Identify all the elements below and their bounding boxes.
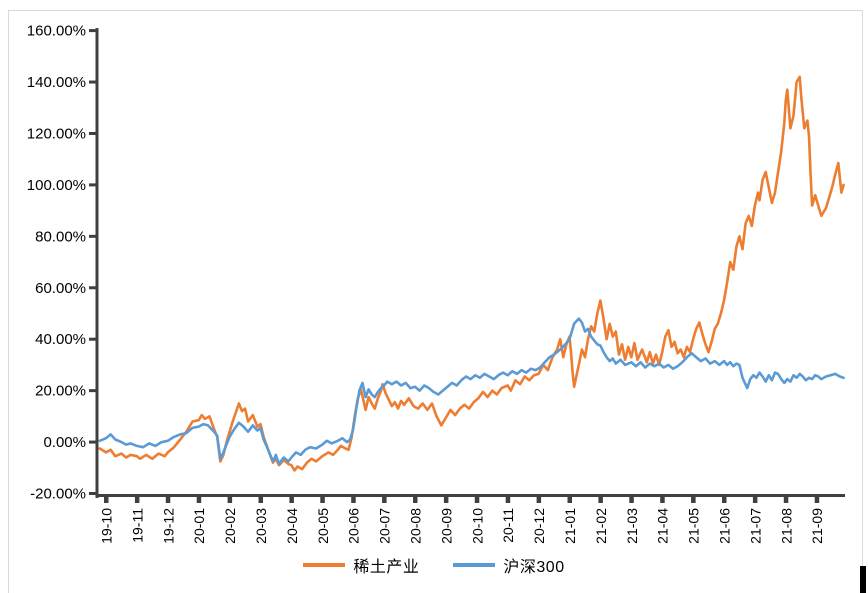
x-tick-label: 20-10 [469, 508, 485, 544]
y-tick-mark [89, 234, 97, 238]
y-tick-label: 0.00% [43, 434, 86, 451]
x-tick-label: 19-11 [129, 508, 145, 543]
x-tick-mark [134, 497, 140, 503]
x-tick-mark [722, 497, 727, 503]
x-tick-mark [536, 497, 542, 503]
cursor-artifact [860, 566, 866, 593]
x-tick-mark [814, 497, 820, 503]
y-tick-label: 140.00% [27, 74, 86, 91]
x-tick-label: 20-03 [253, 508, 269, 544]
x-tick-label: 20-06 [346, 508, 362, 544]
legend-item-csi300: 沪深300 [453, 553, 564, 577]
y-tick-mark [89, 337, 97, 341]
y-axis-line [95, 28, 99, 498]
plot-series [98, 75, 845, 472]
y-tick-label: -20.00% [30, 486, 86, 503]
x-tick-mark [474, 497, 480, 503]
x-tick-mark [783, 497, 789, 503]
x-tick-label: 19-12 [160, 508, 176, 544]
x-tick-label: 20-05 [315, 508, 331, 544]
y-tick-label: 120.00% [27, 125, 86, 142]
legend-label-rare-earth: 稀土产业 [353, 559, 420, 576]
x-tick-mark [104, 497, 109, 503]
y-tick-label: 60.00% [35, 280, 86, 297]
y-tick-mark [89, 183, 97, 187]
x-axis-line [95, 494, 845, 497]
x-tick-mark [165, 497, 171, 503]
y-tick-mark [89, 440, 97, 444]
x-tick-label: 21-04 [655, 508, 671, 544]
y-tick-mark [89, 80, 97, 84]
x-tick-mark [660, 497, 665, 503]
y-tick-label: 160.00% [27, 23, 86, 40]
x-tick-mark [382, 497, 387, 503]
x-tick-label: 20-07 [377, 508, 393, 544]
y-tick-mark [89, 286, 97, 290]
x-tick-mark [320, 497, 325, 503]
legend-line-swatch-blue [453, 563, 496, 567]
y-tick-mark [89, 29, 97, 33]
x-tick-label: 20-12 [531, 508, 547, 544]
x-tick-mark [505, 497, 511, 503]
x-tick-label: 20-02 [222, 508, 238, 544]
x-tick-mark [289, 497, 294, 503]
x-tick-label: 20-04 [284, 508, 300, 544]
y-tick-label: 20.00% [35, 383, 86, 400]
x-tick-label: 21-05 [686, 508, 702, 544]
y-tick-label: 100.00% [27, 177, 86, 194]
legend-item-rare-earth: 稀土产业 [303, 553, 419, 577]
x-tick-mark [258, 497, 263, 503]
x-tick-mark [598, 497, 603, 503]
x-tick-mark [752, 497, 758, 503]
x-tick-label: 20-09 [438, 508, 454, 544]
x-tick-mark [351, 497, 356, 503]
y-tick-mark [89, 492, 97, 495]
x-tick-label: 21-07 [747, 508, 763, 544]
x-tick-mark [443, 497, 449, 503]
x-tick-label: 21-03 [624, 508, 640, 544]
y-tick-label: 40.00% [35, 331, 86, 348]
x-tick-mark [567, 497, 572, 503]
y-tick-mark [89, 389, 97, 393]
x-tick-label: 20-08 [408, 508, 424, 544]
x-tick-label: 21-01 [562, 508, 578, 544]
y-tick-mark [89, 131, 97, 135]
chart-legend: 稀土产业 沪深300 [0, 553, 868, 577]
x-tick-label: 21-02 [593, 508, 609, 544]
x-tick-label: 20-11 [500, 508, 516, 543]
x-tick-label: 19-10 [99, 508, 115, 544]
x-tick-label: 20-01 [191, 508, 207, 544]
series-line-csi300 [98, 317, 845, 466]
legend-line-swatch-orange [303, 563, 346, 567]
legend-label-csi300: 沪深300 [503, 559, 565, 576]
axis-labels: 160.00% 140.00% 120.00% 100.00% 80.00% 60.00%… [27, 23, 825, 544]
x-tick-mark [413, 497, 418, 503]
axes [89, 28, 845, 503]
x-tick-mark [196, 497, 202, 503]
x-tick-mark [691, 497, 696, 503]
x-tick-label: 21-08 [778, 508, 794, 544]
y-tick-label: 80.00% [35, 228, 86, 245]
series-line-rare-earth [98, 75, 845, 472]
x-tick-label: 21-06 [717, 508, 733, 544]
x-tick-mark [629, 497, 634, 503]
x-tick-mark [227, 497, 233, 503]
x-tick-label: 21-09 [809, 508, 825, 544]
